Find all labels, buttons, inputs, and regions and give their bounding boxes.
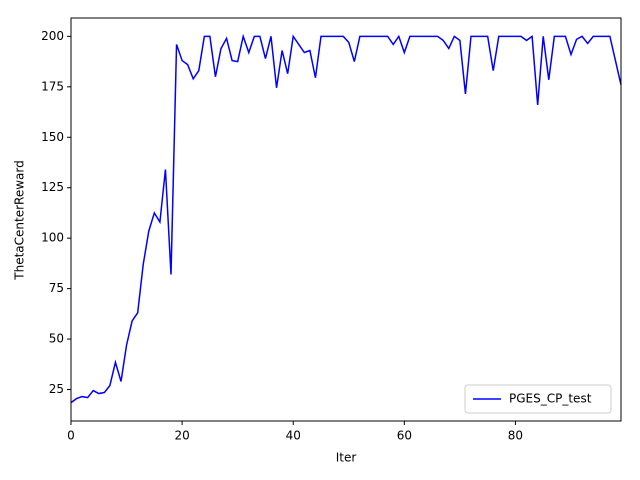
y-tick-label: 150 xyxy=(41,130,64,144)
x-tick-label: 0 xyxy=(67,429,75,443)
y-tick-label: 175 xyxy=(41,79,64,93)
x-tick-label: 60 xyxy=(397,429,412,443)
y-tick-label: 100 xyxy=(41,231,64,245)
x-tick-label: 80 xyxy=(508,429,523,443)
legend-label: PGES_CP_test xyxy=(509,392,592,406)
y-axis-label: ThetaCenterReward xyxy=(13,160,27,280)
line-series xyxy=(70,33,622,404)
y-tick-label: 25 xyxy=(49,382,64,396)
legend-box xyxy=(464,384,612,414)
y-tick-label: 50 xyxy=(49,332,64,346)
y-tick-label: 75 xyxy=(49,281,64,295)
plot-frame xyxy=(70,17,622,422)
y-tick-label: 200 xyxy=(41,29,64,43)
y-tick-label: 125 xyxy=(41,180,64,194)
x-tick-label: 40 xyxy=(286,429,301,443)
x-axis-label: Iter xyxy=(336,451,357,465)
x-tick-label: 20 xyxy=(174,429,189,443)
